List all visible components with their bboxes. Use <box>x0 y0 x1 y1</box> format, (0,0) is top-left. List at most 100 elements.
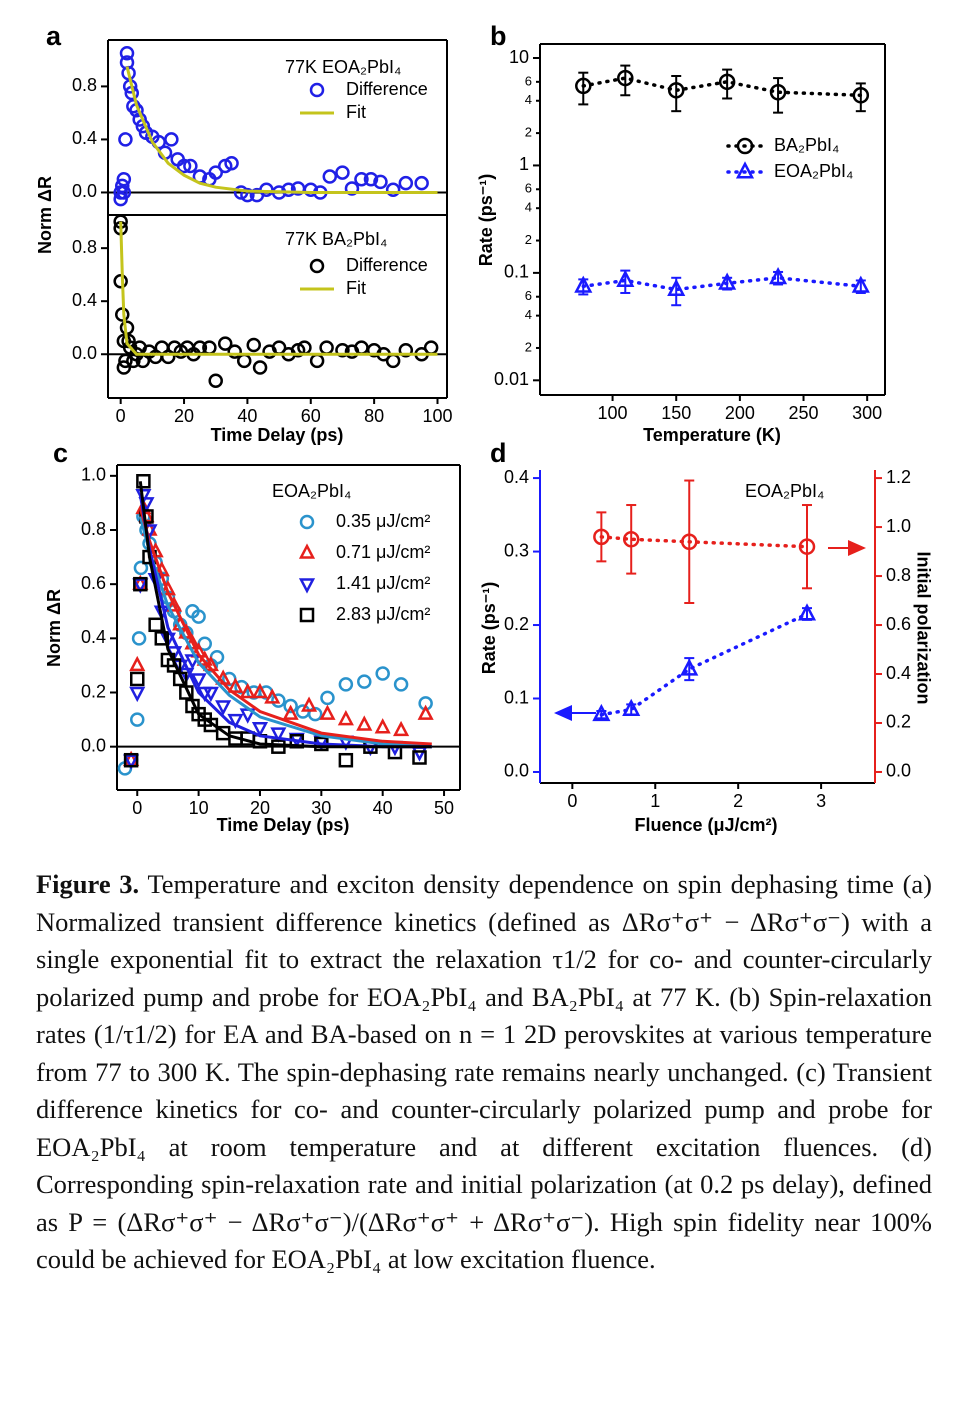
marker <box>335 343 350 358</box>
y2-tick-label: 0.6 <box>886 614 911 634</box>
marker <box>264 688 281 704</box>
marker <box>417 704 434 720</box>
marker <box>385 182 401 198</box>
marker <box>309 82 325 98</box>
x-tick-label: 60 <box>301 406 321 426</box>
marker <box>299 514 315 530</box>
marker <box>622 698 641 717</box>
caption-text: Temperature and exciton density dependen… <box>36 869 932 1274</box>
x-axis-label: Fluence (μJ/cm²) <box>634 815 777 835</box>
series-line <box>599 535 809 549</box>
marker <box>398 175 414 191</box>
marker <box>667 82 685 99</box>
marker <box>344 181 360 196</box>
x-tick-label: 0 <box>116 406 126 426</box>
x-tick-label: 50 <box>434 798 454 818</box>
marker <box>338 677 354 692</box>
marker <box>298 578 316 594</box>
marker <box>300 696 318 712</box>
x-tick-label: 10 <box>189 798 209 818</box>
marker <box>251 721 269 738</box>
marker <box>113 274 128 289</box>
y-tick-label: 4 <box>525 307 532 322</box>
y-tick-label: 0.8 <box>81 519 106 539</box>
marker <box>385 353 401 369</box>
marker <box>217 336 233 351</box>
marker <box>335 165 350 180</box>
marker <box>131 631 147 646</box>
x-axis-label: Temperature (K) <box>643 425 781 445</box>
legend-label: Fit <box>346 278 366 298</box>
y2-tick-label: 0.2 <box>886 712 911 732</box>
marker <box>298 543 316 559</box>
series-line <box>138 481 432 749</box>
x-tick-label: 100 <box>422 406 452 426</box>
marker <box>680 658 699 676</box>
y-tick-label: 1.0 <box>81 465 106 485</box>
legend-label: 0.35 μJ/cm² <box>336 511 430 531</box>
y-axis-label: Norm ΔR <box>35 176 55 254</box>
marker <box>363 171 379 187</box>
marker <box>769 83 787 101</box>
marker <box>373 174 388 190</box>
marker <box>357 674 372 689</box>
y-tick-label: 0.8 <box>72 237 97 257</box>
y-tick-label: 1 <box>519 154 529 174</box>
annotation: 77K BA₂PbI₄ <box>285 229 387 249</box>
marker <box>191 609 206 624</box>
marker <box>118 353 133 369</box>
marker <box>224 156 239 171</box>
y-tick-label: 0.2 <box>504 614 529 634</box>
legend-label: 1.41 μJ/cm² <box>336 573 430 593</box>
marker <box>239 682 256 699</box>
legend-label: Fit <box>346 102 366 122</box>
marker <box>356 715 373 731</box>
marker <box>718 272 737 290</box>
y-axis-label: Rate (ps⁻¹) <box>476 174 496 267</box>
x-tick-label: 20 <box>174 406 194 426</box>
marker <box>271 739 286 754</box>
y2-tick-label: 0.4 <box>886 663 911 683</box>
marker <box>393 677 409 692</box>
marker <box>118 132 133 147</box>
marker <box>768 267 788 285</box>
marker <box>129 712 145 727</box>
marker <box>240 187 255 203</box>
y2-tick-label: 0.0 <box>886 761 911 781</box>
caption-label: Figure 3. <box>36 869 140 899</box>
x-tick-label: 30 <box>311 798 331 818</box>
marker <box>227 677 244 693</box>
marker <box>119 46 135 61</box>
marker <box>246 337 261 353</box>
y2-tick-label: 1.0 <box>886 516 911 536</box>
marker <box>299 607 315 623</box>
legend-label: 2.83 μJ/cm² <box>336 604 430 624</box>
marker <box>736 137 754 155</box>
marker <box>617 69 634 87</box>
y-tick-label: 6 <box>525 288 532 303</box>
marker <box>412 750 427 765</box>
marker <box>148 617 163 633</box>
panel-label: b <box>490 21 507 51</box>
marker <box>374 718 391 734</box>
marker <box>271 693 286 708</box>
y2-tick-label: 0.8 <box>886 565 911 585</box>
marker <box>423 340 439 355</box>
x-tick-label: 2 <box>733 791 743 811</box>
marker <box>337 709 354 726</box>
marker <box>309 353 325 369</box>
marker <box>667 278 686 297</box>
marker <box>281 182 296 198</box>
x-axis-label: Time Delay (ps) <box>217 815 350 835</box>
marker <box>129 655 146 672</box>
marker <box>320 690 335 706</box>
caption: Figure 3. Temperature and exciton densit… <box>36 866 932 1279</box>
marker <box>681 533 698 551</box>
marker <box>252 360 268 375</box>
series-line <box>581 276 863 292</box>
x-tick-label: 250 <box>789 403 819 423</box>
y-tick-label: 0.8 <box>72 75 97 95</box>
x-tick-label: 40 <box>237 406 257 426</box>
